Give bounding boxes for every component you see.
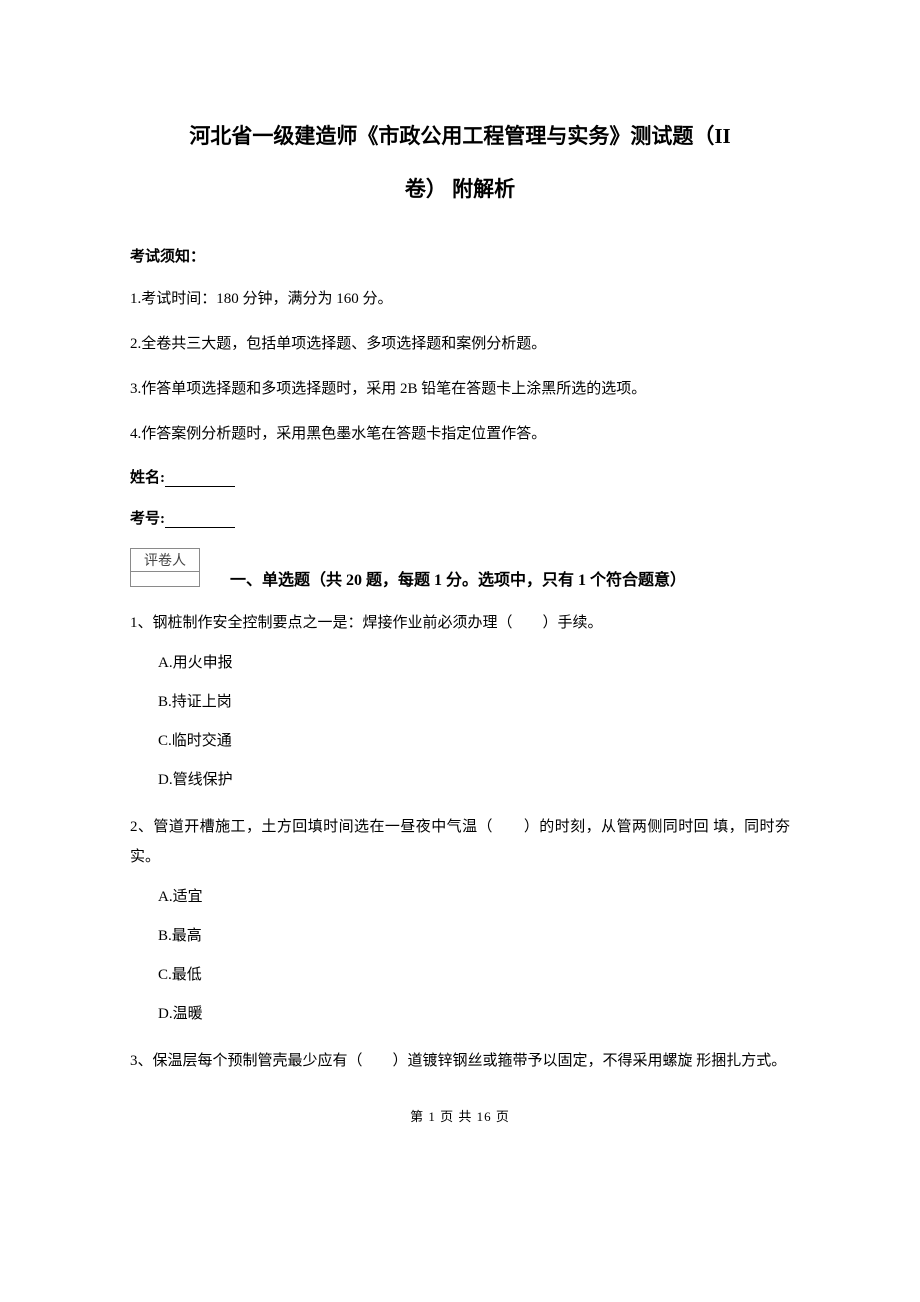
notice-header: 考试须知： — [130, 245, 790, 266]
name-label: 姓名: — [130, 470, 165, 486]
id-input-line[interactable] — [165, 512, 235, 528]
page-footer: 第 1 页 共 16 页 — [130, 1106, 790, 1125]
name-field: 姓名: — [130, 466, 790, 487]
id-field: 考号: — [130, 507, 790, 528]
notice-item-2: 2.全卷共三大题，包括单项选择题、多项选择题和案例分析题。 — [130, 331, 790, 358]
name-input-line[interactable] — [165, 471, 235, 487]
question-2-option-d: D.温暖 — [158, 1001, 790, 1028]
scorer-box: 评卷人 — [130, 548, 200, 587]
title-line-2: 卷） 附解析 — [130, 163, 790, 216]
question-1-option-a: A.用火申报 — [158, 650, 790, 677]
question-2: 2、管道开槽施工，土方回填时间选在一昼夜中气温（ ）的时刻，从管两侧同时回 填，… — [130, 812, 790, 872]
question-2-option-a: A.适宜 — [158, 884, 790, 911]
question-2-option-c: C.最低 — [158, 962, 790, 989]
scorer-section: 评卷人 一、单选题（共 20 题，每题 1 分。选项中，只有 1 个符合题意） — [130, 548, 790, 590]
question-3: 3、保温层每个预制管壳最少应有（ ）道镀锌钢丝或箍带予以固定，不得采用螺旋 形捆… — [130, 1046, 790, 1076]
question-1: 1、钢桩制作安全控制要点之一是：焊接作业前必须办理（ ）手续。 — [130, 608, 790, 638]
question-1-option-b: B.持证上岗 — [158, 689, 790, 716]
notice-item-1: 1.考试时间：180 分钟，满分为 160 分。 — [130, 286, 790, 313]
id-label: 考号: — [130, 511, 165, 527]
question-1-option-d: D.管线保护 — [158, 767, 790, 794]
title-line-1: 河北省一级建造师《市政公用工程管理与实务》测试题（II — [130, 110, 790, 163]
question-1-option-c: C.临时交通 — [158, 728, 790, 755]
question-2-option-b: B.最高 — [158, 923, 790, 950]
section-1-heading: 一、单选题（共 20 题，每题 1 分。选项中，只有 1 个符合题意） — [230, 566, 686, 590]
notice-item-3: 3.作答单项选择题和多项选择题时，采用 2B 铅笔在答题卡上涂黑所选的选项。 — [130, 376, 790, 403]
scorer-empty-cell — [131, 572, 199, 586]
document-title: 河北省一级建造师《市政公用工程管理与实务》测试题（II 卷） 附解析 — [130, 110, 790, 215]
notice-item-4: 4.作答案例分析题时，采用黑色墨水笔在答题卡指定位置作答。 — [130, 421, 790, 448]
scorer-label: 评卷人 — [131, 549, 199, 572]
